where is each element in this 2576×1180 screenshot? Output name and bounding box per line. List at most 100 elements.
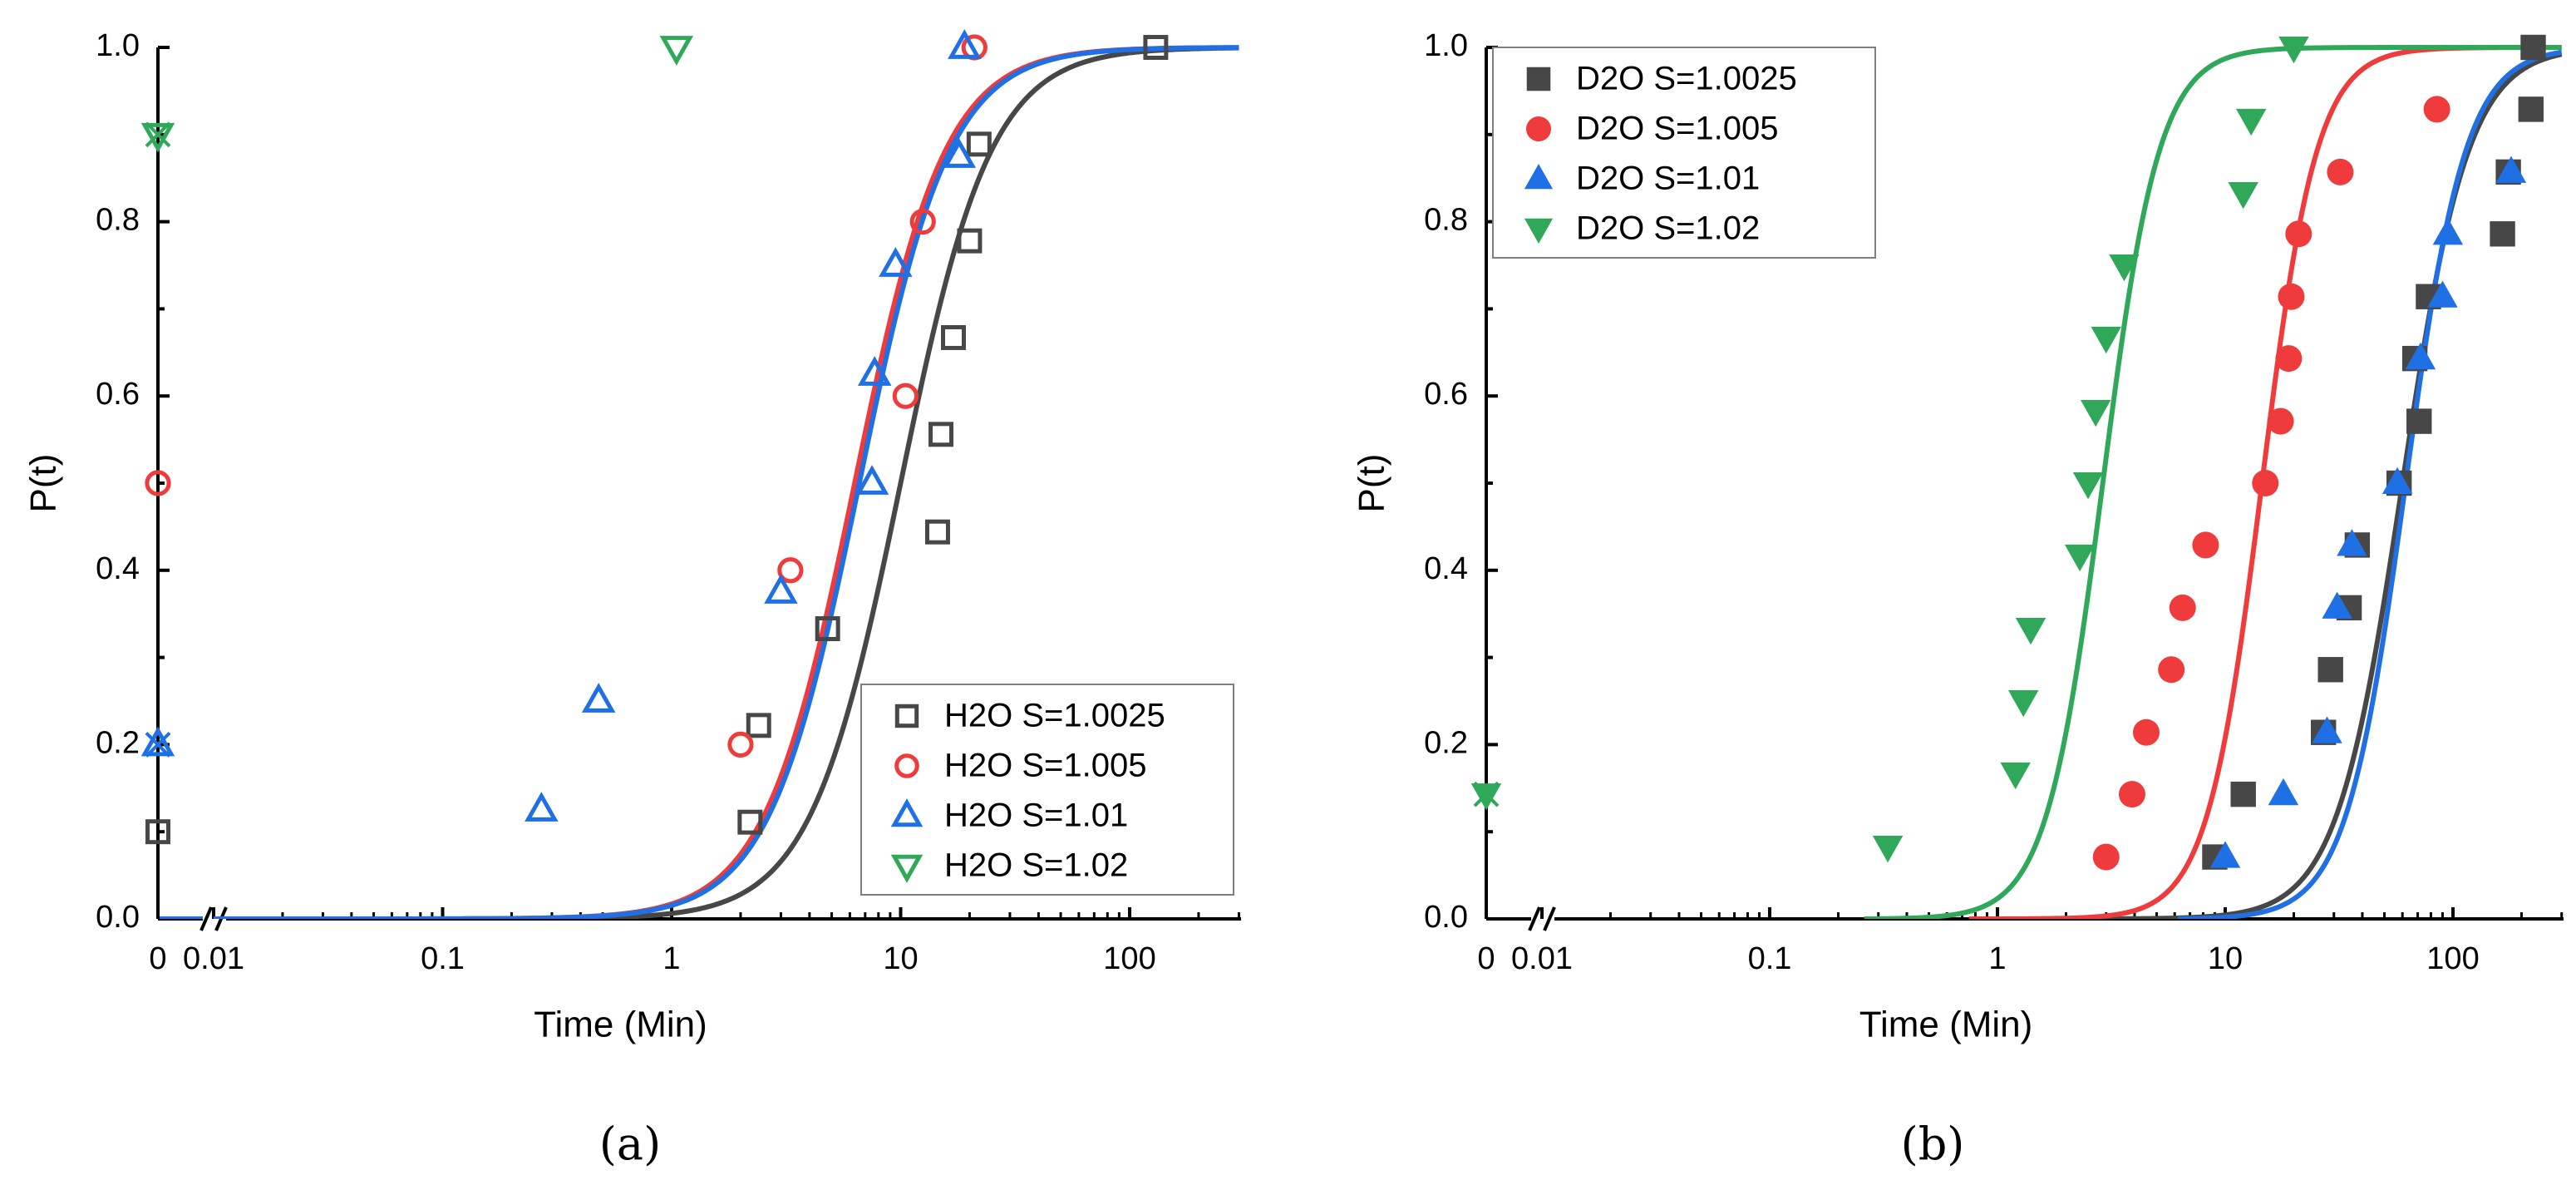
zero-time-point <box>145 470 171 496</box>
legend-label: D2O S=1.0025 <box>1576 61 1797 97</box>
data-point-d2o-s-1-01 <box>2337 529 2367 556</box>
data-point-h2o-s-1-0025 <box>924 519 950 545</box>
fit-curve-d2o-s-1-01 <box>2178 49 2563 919</box>
legend-marker <box>890 854 924 883</box>
data-point-h2o-s-1-01 <box>942 138 977 168</box>
data-point-h2o-s-1-01 <box>581 683 616 713</box>
data-point-d2o-s-1-01 <box>2495 156 2527 183</box>
data-point-d2o-s-1-02 <box>2278 36 2309 64</box>
data-point-d2o-s-1-005 <box>2192 531 2219 559</box>
data-point-d2o-s-1-0025 <box>2317 657 2343 683</box>
fit-curve-d2o-s-1-02 <box>1864 45 2562 919</box>
legend-marker <box>1526 116 1551 141</box>
data-point-d2o-s-1-005 <box>2267 407 2294 435</box>
panel-caption: (a) <box>599 1118 661 1170</box>
x-tick-label: 0.01 <box>183 941 244 976</box>
y-tick-label: 0.6 <box>96 377 140 412</box>
legend-marker <box>1524 218 1554 244</box>
fit-curve-h2o-s-1-01 <box>160 45 1239 919</box>
legend-label: H2O S=1.01 <box>944 797 1128 834</box>
data-point-d2o-s-1-02 <box>2072 472 2104 500</box>
x-axis-title: Time (Min) <box>1859 1005 2033 1045</box>
data-point-h2o-s-1-01 <box>855 465 889 495</box>
data-point-d2o-s-1-0025 <box>2230 781 2256 807</box>
panel-caption: (b) <box>1901 1118 1965 1170</box>
data-point-d2o-s-1-01 <box>2381 467 2413 495</box>
data-point-h2o-s-1-0025 <box>966 131 992 157</box>
y-tick-label: 0.0 <box>1424 900 1468 935</box>
data-point-d2o-s-1-0025 <box>2406 408 2432 434</box>
x-tick-label: 100 <box>2426 941 2479 976</box>
x-tick-label: 0 <box>1477 941 1495 976</box>
x-tick-label: 1 <box>662 941 680 976</box>
data-point-d2o-s-1-02 <box>2064 544 2096 572</box>
x-tick-label: 0 <box>149 941 166 976</box>
data-point-d2o-s-1-01 <box>2427 280 2458 308</box>
y-tick-label: 0.2 <box>96 725 140 760</box>
data-point-d2o-s-1-0025 <box>2520 34 2546 61</box>
data-point-d2o-s-1-02 <box>2091 326 2121 354</box>
data-point-h2o-s-1-01 <box>879 247 913 277</box>
legend-marker <box>1524 164 1554 190</box>
data-point-h2o-s-1-005 <box>909 208 936 235</box>
x-tick-label: 0.1 <box>1748 941 1792 976</box>
zero-time-cross <box>145 731 171 758</box>
data-point-h2o-s-1-005 <box>777 557 804 584</box>
data-point-d2o-s-1-02 <box>2235 108 2267 136</box>
x-tick-label: 10 <box>883 941 918 976</box>
data-point-h2o-s-1-0025 <box>737 809 763 835</box>
data-point-h2o-s-1-005 <box>892 383 919 409</box>
zero-time-point <box>140 726 175 757</box>
data-point-d2o-s-1-005 <box>2285 220 2312 248</box>
data-point-d2o-s-1-02 <box>1872 835 1904 863</box>
x-tick-label: 0.01 <box>1511 941 1573 976</box>
data-point-d2o-s-1-02 <box>2015 617 2047 645</box>
axis-break-mark <box>1543 906 1556 931</box>
data-point-h2o-s-1-0025 <box>815 616 840 641</box>
data-point-h2o-s-1-0025 <box>928 422 953 447</box>
panel-b: 0.0 0.2 0.4 0.6 0.8 1.0 0 0.01 0.1 1 10 100 Time (Mi… <box>1352 28 2564 1170</box>
zero-time-point <box>145 819 170 845</box>
y-tick-label: 0.6 <box>1424 377 1468 412</box>
data-point-d2o-s-1-01 <box>2312 716 2342 743</box>
x-axis-title: Time (Min) <box>534 1005 707 1045</box>
fit-curve-d2o-s-1-0025 <box>2084 52 2563 919</box>
data-point-d2o-s-1-005 <box>2132 718 2160 746</box>
y-tick-label: 0.2 <box>1424 725 1468 760</box>
data-point-d2o-s-1-02 <box>2109 254 2140 282</box>
y-tick-label: 0.8 <box>1424 203 1468 238</box>
y-axis-title: P(t) <box>1352 454 1392 513</box>
data-point-d2o-s-1-005 <box>2118 781 2145 808</box>
data-point-d2o-s-1-01 <box>2405 342 2436 370</box>
data-point-d2o-s-1-005 <box>2423 96 2450 123</box>
data-point-d2o-s-1-01 <box>2322 591 2352 619</box>
legend-label: H2O S=1.005 <box>944 748 1147 784</box>
legend-marker <box>890 798 924 827</box>
data-point-d2o-s-1-0025 <box>2490 221 2515 247</box>
legend-marker <box>1526 67 1551 91</box>
x-tick-label: 10 <box>2208 941 2243 976</box>
data-point-h2o-s-1-01 <box>764 574 798 604</box>
data-point-d2o-s-1-02 <box>2080 399 2111 427</box>
data-point-h2o-s-1-0025 <box>746 713 771 738</box>
data-point-d2o-s-1-005 <box>2169 594 2196 621</box>
y-tick-label: 0.0 <box>96 900 140 935</box>
data-point-d2o-s-1-005 <box>2092 843 2120 871</box>
zero-time-point <box>1470 783 1502 811</box>
axis-break-mark <box>1528 906 1541 931</box>
data-point-h2o-s-1-01 <box>525 792 559 822</box>
data-point-d2o-s-1-005 <box>2278 283 2305 310</box>
data-point-d2o-s-1-01 <box>2432 218 2464 245</box>
data-point-h2o-s-1-005 <box>727 731 754 758</box>
panel-a: 0.0 0.2 0.4 0.6 0.8 1.0 0 0.01 0.1 1 10 100 Time (Mi… <box>23 28 1241 1170</box>
legend-label: D2O S=1.01 <box>1576 160 1760 197</box>
y-tick-label: 0.4 <box>96 551 140 586</box>
data-point-d2o-s-1-005 <box>2275 345 2303 373</box>
legend-label: D2O S=1.02 <box>1576 210 1760 247</box>
y-axis-title: P(t) <box>23 454 64 513</box>
data-point-d2o-s-1-005 <box>2252 470 2279 496</box>
zero-time-cross <box>1473 781 1500 807</box>
legend-marker <box>894 704 919 728</box>
legend-label: H2O S=1.02 <box>944 847 1128 884</box>
